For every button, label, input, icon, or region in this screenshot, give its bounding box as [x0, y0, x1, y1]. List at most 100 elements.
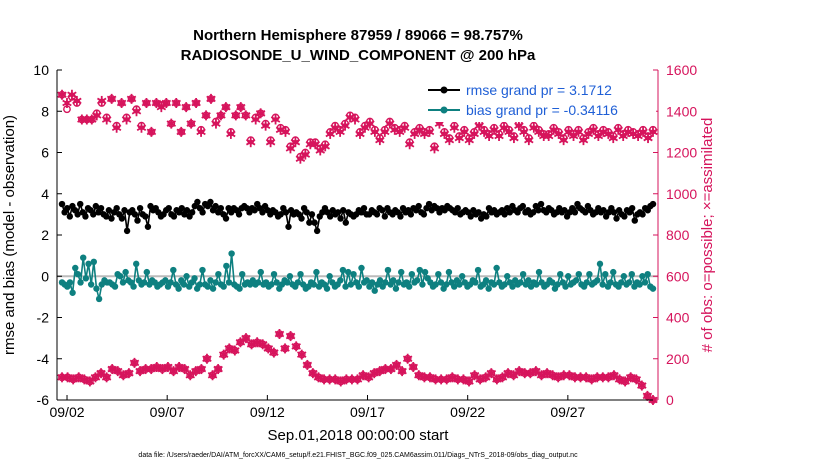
- bias-point: [191, 275, 198, 282]
- obs-assimilated-point-core: [610, 135, 616, 141]
- obs-low-assimilated-point-core: [555, 374, 561, 380]
- bias-point: [639, 273, 646, 280]
- bias-point: [130, 283, 137, 290]
- obs-assimilated-point-core: [208, 96, 214, 102]
- obs-assimilated-point: [424, 126, 435, 137]
- obs-low-assimilated-point-core: [433, 376, 438, 382]
- obs-low-assimilated-point: [285, 331, 296, 342]
- rmse-point: [131, 211, 139, 218]
- obs-assimilated-point: [136, 122, 147, 133]
- obs-assimilated-point: [186, 118, 196, 129]
- obs-assimilated-point: [67, 89, 77, 100]
- obs-low-assimilated-point-core: [148, 366, 154, 372]
- obs-assimilated-point: [290, 137, 301, 148]
- x-tick-label: 09/22: [450, 404, 485, 420]
- rmse-point: [103, 213, 110, 220]
- obs-assimilated-point-core: [213, 121, 219, 127]
- obs-low-assimilated-point-core: [171, 368, 176, 374]
- obs-assimilated-point-core: [188, 121, 194, 127]
- obs-assimilated-point-core: [491, 127, 497, 133]
- obs-assimilated-point: [404, 139, 415, 150]
- obs-low-assimilated-point: [336, 376, 346, 387]
- obs-low-assimilated-point: [218, 349, 229, 360]
- y-axis-left-label: rmse and bias (model - observation): [1, 115, 18, 355]
- obs-low-assimilated-point-core: [544, 370, 550, 376]
- obs-low-assimilated-point-core: [594, 374, 600, 380]
- obs-assimilated-point: [340, 120, 350, 131]
- obs-low-assimilated-point-core: [126, 370, 132, 376]
- obs-low-assimilated-point-core: [154, 364, 160, 370]
- obs-assimilated-point: [519, 126, 529, 137]
- obs-low-assimilated-point-core: [282, 346, 288, 351]
- bias-point: [382, 279, 389, 286]
- obs-low-assimilated-point: [174, 362, 184, 372]
- obs-low-assimilated-point-core: [176, 364, 182, 370]
- y-left-tick-label: 8: [41, 103, 49, 119]
- obs-assimilated-point-core: [357, 131, 363, 137]
- obs-assimilated-point: [325, 128, 335, 139]
- obs-low-assimilated-point: [581, 372, 591, 383]
- obs-assimilated-point: [295, 153, 306, 164]
- obs-low-assimilated-point-core: [410, 364, 416, 370]
- x-axis-label: Sep.01,2018 00:00:00 start: [268, 427, 450, 444]
- rmse-point: [360, 204, 368, 212]
- obs-assimilated-point: [191, 98, 201, 108]
- rmse-point: [251, 207, 258, 214]
- obs-assimilated-point-core: [422, 131, 427, 137]
- obs-low-assimilated-point-core: [299, 352, 305, 358]
- rmse-point: [334, 209, 342, 216]
- obs-low-assimilated-point-core: [260, 341, 266, 347]
- obs-low-assimilated-point-core: [182, 366, 188, 372]
- obs-low-assimilated-point-core: [522, 370, 528, 376]
- obs-assimilated-point: [176, 126, 186, 137]
- rmse-point: [207, 198, 214, 206]
- obs-assimilated-point: [568, 131, 579, 141]
- obs-assimilated-point-core: [99, 98, 105, 104]
- rmse-point: [519, 202, 527, 210]
- obs-assimilated-point: [216, 110, 226, 121]
- obs-assimilated-point: [245, 137, 256, 148]
- bias-point: [257, 268, 264, 276]
- obs-assimilated-point: [464, 135, 474, 146]
- obs-assimilated-point-core: [446, 137, 452, 143]
- bias-point: [413, 277, 421, 284]
- obs-low-assimilated-point-core: [605, 374, 611, 380]
- obs-low-assimilated-point-core: [366, 374, 372, 380]
- obs-assimilated-point: [92, 110, 102, 121]
- obs-low-assimilated-point-core: [109, 366, 115, 372]
- obs-assimilated-point: [613, 124, 623, 135]
- bias-point: [117, 273, 124, 280]
- bias-point: [474, 266, 482, 274]
- obs-low-assimilated-point-core: [70, 376, 76, 382]
- obs-low-assimilated-point-core: [277, 331, 282, 337]
- obs-low-assimilated-point: [269, 347, 279, 358]
- obs-assimilated-point-core: [183, 104, 189, 110]
- obs-assimilated-point-core: [387, 121, 393, 127]
- obs-assimilated-point-core: [471, 131, 477, 137]
- obs-assimilated-point-core: [223, 104, 229, 110]
- rmse-point: [142, 213, 149, 220]
- bias-point: [326, 273, 333, 280]
- obs-low-assimilated-point-core: [104, 374, 110, 380]
- obs-low-assimilated-point: [375, 366, 385, 377]
- obs-assimilated-point-core: [273, 117, 278, 122]
- legend-rmse-marker: [440, 86, 448, 94]
- obs-assimilated-point-core: [258, 110, 264, 116]
- obs-low-assimilated-point: [525, 368, 536, 379]
- obs-assimilated-point: [345, 112, 355, 123]
- bias-point: [350, 270, 357, 278]
- obs-low-assimilated-point: [191, 366, 201, 377]
- bias-point: [482, 277, 490, 284]
- obs-low-assimilated-point-core: [159, 366, 165, 372]
- obs-low-assimilated-point: [475, 374, 485, 385]
- obs-low-assimilated-point: [179, 364, 190, 375]
- y-left-tick-label: -4: [37, 351, 50, 367]
- obs-low-assimilated-point-core: [444, 376, 450, 382]
- obs-assimilated-point: [543, 131, 554, 141]
- bias-point: [437, 279, 445, 286]
- obs-low-assimilated-point-core: [477, 376, 483, 382]
- obs-assimilated-point: [250, 114, 261, 125]
- obs-low-assimilated-point: [157, 364, 168, 375]
- obs-assimilated-point: [583, 128, 594, 139]
